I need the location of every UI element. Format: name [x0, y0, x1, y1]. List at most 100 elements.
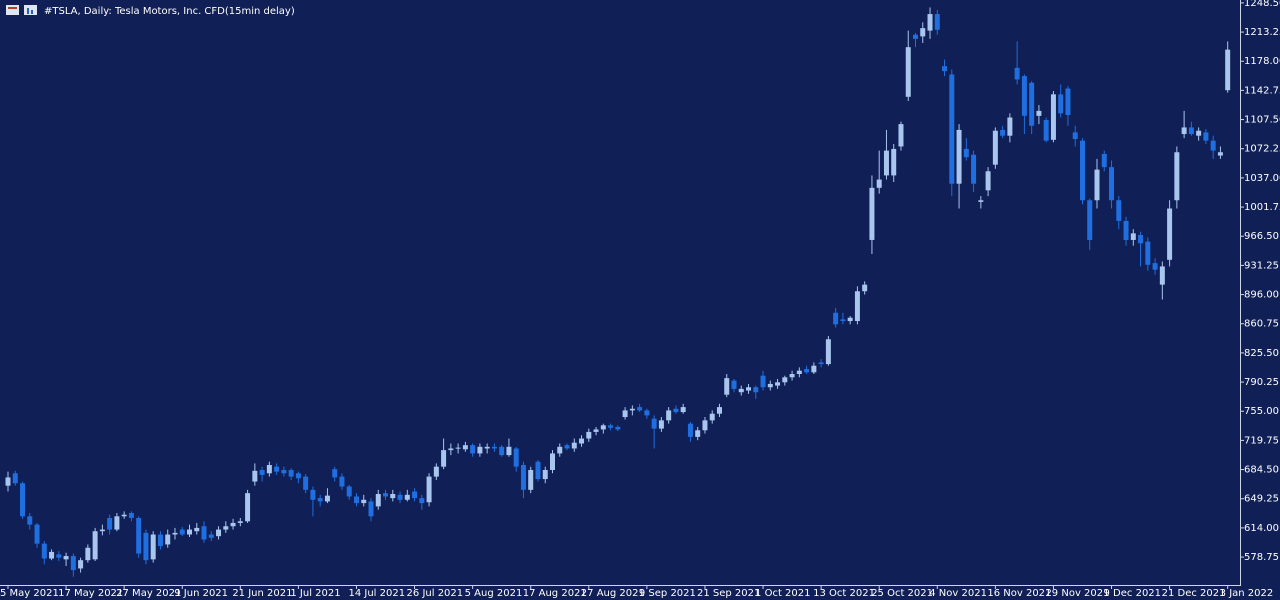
- y-tick-label: 719.75: [1244, 435, 1279, 446]
- x-tick-label: 14 Jul 2021: [348, 588, 405, 599]
- y-tick-label: 684.50: [1244, 465, 1279, 476]
- x-tick-label: 17 May 2021: [58, 588, 123, 599]
- candle-body: [324, 495, 330, 502]
- candle-body: [368, 501, 374, 517]
- candle-body: [1029, 82, 1035, 126]
- candle-body: [56, 554, 62, 558]
- header-icons: [6, 5, 37, 15]
- y-tick-label: 1142.75: [1244, 85, 1280, 96]
- y-tick-label: 614.00: [1244, 523, 1279, 534]
- candle-body: [317, 498, 323, 502]
- candle-body: [499, 446, 505, 456]
- candle-body: [985, 171, 991, 191]
- candle-body: [658, 420, 664, 429]
- candle-body: [470, 445, 476, 454]
- candle-body: [165, 534, 171, 545]
- candle-body: [586, 431, 592, 439]
- candle-body: [12, 473, 18, 484]
- candle-body: [1094, 169, 1100, 201]
- candle-body: [796, 370, 802, 375]
- candle-body: [1058, 94, 1064, 114]
- candle-body: [114, 516, 120, 530]
- y-tick-label: 896.00: [1244, 290, 1279, 301]
- icon-chart[interactable]: [24, 5, 37, 15]
- y-tick-label: 1178.00: [1244, 56, 1280, 67]
- y-tick-label: 1072.25: [1244, 144, 1280, 155]
- candle-body: [942, 66, 948, 72]
- candle-body: [731, 380, 737, 389]
- candle-body: [600, 425, 606, 430]
- candle-body: [550, 453, 555, 470]
- candle-body: [303, 476, 309, 490]
- candle-body: [1174, 152, 1180, 201]
- candle-body: [840, 319, 846, 322]
- x-tick-label: 1 Oct 2021: [755, 588, 810, 599]
- x-tick-label: 21 Sep 2021: [697, 588, 760, 599]
- candle-body: [1138, 234, 1144, 244]
- candle-body: [927, 14, 933, 31]
- candle-body: [833, 312, 839, 325]
- candle-body: [1101, 153, 1107, 168]
- candle-body: [1065, 88, 1071, 116]
- candle-body: [194, 527, 200, 532]
- candle-body: [491, 446, 497, 449]
- candle-body: [1021, 76, 1027, 116]
- candle-body: [208, 534, 214, 538]
- x-tick-label: 21 Dec 2021: [1162, 588, 1226, 599]
- candle-body: [695, 430, 701, 437]
- icon-list-bar: [8, 7, 17, 9]
- candle-body: [412, 491, 418, 499]
- candle-body: [288, 469, 294, 477]
- candle-body: [419, 498, 425, 504]
- candle-body: [1036, 110, 1042, 116]
- candle-body: [441, 450, 447, 467]
- y-tick-label: 825.50: [1244, 348, 1279, 359]
- candle-body: [571, 442, 577, 449]
- y-tick-label: 578.75: [1244, 552, 1279, 563]
- candle-body: [818, 362, 824, 365]
- candle-body: [651, 418, 657, 429]
- candle-body: [767, 383, 773, 388]
- candle-body: [905, 47, 911, 97]
- candle-body: [1145, 241, 1151, 265]
- candle-body: [310, 489, 316, 500]
- candle-body: [223, 526, 229, 530]
- candle-body: [404, 494, 410, 500]
- candle-body: [854, 291, 860, 322]
- candle-body: [1203, 132, 1209, 141]
- candle-body: [78, 560, 84, 569]
- x-tick-label: 26 Jul 2021: [407, 588, 464, 599]
- x-tick-label: 4 Nov 2021: [929, 588, 987, 599]
- candle-body: [629, 408, 635, 411]
- x-tick-label: 5 May 2021: [0, 588, 59, 599]
- candle-body: [644, 410, 650, 416]
- icon-chart-bar: [27, 8, 29, 14]
- candle-body: [201, 526, 207, 540]
- x-tick-label: 17 Aug 2021: [523, 588, 587, 599]
- candle-body: [847, 317, 853, 322]
- candle-body: [746, 387, 752, 391]
- candle-body: [397, 494, 403, 500]
- candle-body: [963, 148, 969, 158]
- candle-body: [462, 445, 468, 450]
- candle-body: [34, 524, 40, 544]
- x-tick-label: 9 Dec 2021: [1104, 588, 1162, 599]
- candle-body: [593, 429, 599, 432]
- x-tick-label: 27 Aug 2021: [581, 588, 645, 599]
- y-tick-label: 1107.50: [1244, 115, 1280, 126]
- x-tick-label: 3 Jan 2022: [1220, 588, 1274, 599]
- candle-body: [92, 531, 98, 560]
- y-tick-label: 755.00: [1244, 406, 1279, 417]
- candle-body: [1050, 94, 1056, 140]
- candle-body: [608, 425, 614, 428]
- candle-body: [1043, 119, 1049, 141]
- candle-body: [1196, 130, 1202, 136]
- y-tick-label: 649.25: [1244, 494, 1279, 505]
- candle-body: [971, 154, 977, 184]
- x-tick-label: 13 Oct 2021: [813, 588, 875, 599]
- x-tick-label: 5 Aug 2021: [465, 588, 523, 599]
- icon-list[interactable]: [6, 5, 19, 15]
- candle-body: [811, 365, 817, 373]
- candle-body: [934, 14, 940, 30]
